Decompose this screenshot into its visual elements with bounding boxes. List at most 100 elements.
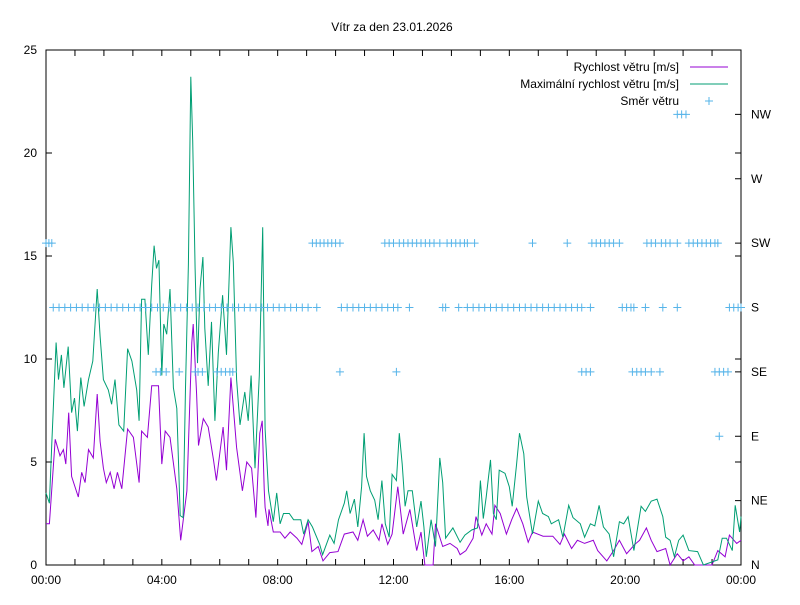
direction-point-s bbox=[641, 303, 650, 312]
speed-point bbox=[432, 564, 433, 565]
max-speed-point bbox=[568, 505, 569, 506]
max-speed-point bbox=[319, 544, 320, 545]
max-speed-point bbox=[619, 521, 620, 522]
speed-point bbox=[279, 531, 280, 532]
y2-tick-label: NE bbox=[751, 494, 768, 508]
max-speed-point bbox=[402, 463, 403, 464]
speed-point bbox=[198, 445, 199, 446]
speed-point bbox=[571, 548, 572, 549]
max-speed-point bbox=[370, 490, 371, 491]
max-speed-point bbox=[396, 480, 397, 481]
max-speed-point bbox=[426, 556, 427, 557]
speed-point bbox=[651, 540, 652, 541]
speed-point bbox=[688, 556, 689, 557]
speed-point bbox=[677, 553, 678, 554]
max-speed-point bbox=[208, 385, 209, 386]
max-speed-point bbox=[163, 323, 164, 324]
direction-point-se bbox=[335, 367, 344, 376]
speed-point bbox=[516, 508, 517, 509]
direction-point-sw bbox=[673, 239, 682, 248]
speed-point bbox=[669, 564, 670, 565]
x-tick-label: 08:00 bbox=[263, 573, 293, 587]
max-speed-point bbox=[490, 459, 491, 460]
max-speed-point bbox=[169, 288, 170, 289]
max-speed-point bbox=[141, 299, 142, 300]
direction-point-sw bbox=[463, 239, 472, 248]
max-speed-point bbox=[51, 443, 52, 444]
max-speed-point bbox=[431, 519, 432, 520]
max-speed-point bbox=[111, 404, 112, 405]
max-speed-point bbox=[226, 354, 227, 355]
speed-point bbox=[151, 385, 152, 386]
max-speed-point bbox=[273, 521, 274, 522]
x-tick-label: 00:00 bbox=[726, 573, 756, 587]
max-speed-point bbox=[236, 379, 237, 380]
y2-tick-label: SE bbox=[751, 365, 767, 379]
max-speed-point bbox=[739, 531, 740, 532]
max-speed-point bbox=[486, 496, 487, 497]
max-speed-point bbox=[344, 503, 345, 504]
direction-point-se bbox=[655, 367, 664, 376]
max-speed-point bbox=[389, 537, 390, 538]
max-speed-point bbox=[551, 523, 552, 524]
max-speed-point bbox=[732, 550, 733, 551]
speed-point bbox=[724, 556, 725, 557]
max-speed-point bbox=[599, 505, 600, 506]
speed-point bbox=[191, 342, 192, 343]
max-speed-point bbox=[542, 513, 543, 514]
max-speed-point bbox=[283, 513, 284, 514]
direction-point-se bbox=[228, 367, 237, 376]
legend-label-direction: Směr větru bbox=[620, 94, 679, 108]
max-speed-point bbox=[239, 424, 240, 425]
y2-tick-label: W bbox=[751, 172, 763, 186]
max-speed-point bbox=[460, 542, 461, 543]
speed-point bbox=[259, 433, 260, 434]
speed-point bbox=[606, 560, 607, 561]
speed-point bbox=[528, 542, 529, 543]
speed-point bbox=[121, 488, 122, 489]
speed-point bbox=[409, 509, 410, 510]
speed-point bbox=[180, 540, 181, 541]
speed-point bbox=[639, 540, 640, 541]
speed-point bbox=[71, 476, 72, 477]
max-speed-point bbox=[127, 348, 128, 349]
speed-point bbox=[329, 552, 330, 553]
max-speed-point bbox=[509, 486, 510, 487]
y2-tick-label: NW bbox=[751, 107, 772, 121]
max-speed-point bbox=[623, 523, 624, 524]
max-speed-point bbox=[74, 398, 75, 399]
speed-point bbox=[99, 441, 100, 442]
max-speed-point bbox=[471, 529, 472, 530]
max-speed-point bbox=[192, 140, 193, 141]
direction-point-sw bbox=[666, 239, 675, 248]
speed-point bbox=[665, 548, 666, 549]
max-speed-point bbox=[279, 523, 280, 524]
max-speed-point bbox=[154, 245, 155, 246]
max-speed-point bbox=[420, 501, 421, 502]
max-speed-point bbox=[148, 354, 149, 355]
speed-point bbox=[106, 482, 107, 483]
speed-point bbox=[740, 540, 741, 541]
max-speed-point bbox=[404, 506, 405, 507]
chart-title: Vítr za den 23.01.2026 bbox=[331, 20, 453, 34]
max-speed-point bbox=[377, 519, 378, 520]
y2-tick-label: N bbox=[751, 558, 760, 572]
y-tick-label: 10 bbox=[24, 352, 38, 366]
direction-point-se bbox=[162, 367, 171, 376]
direction-point-sw bbox=[528, 239, 537, 248]
x-tick-label: 00:00 bbox=[31, 573, 61, 587]
speed-point bbox=[93, 457, 94, 458]
speed-point bbox=[626, 553, 627, 554]
max-speed-point bbox=[45, 492, 46, 493]
max-speed-point bbox=[322, 554, 323, 555]
max-speed-point bbox=[558, 519, 559, 520]
direction-point-sw bbox=[470, 239, 479, 248]
max-speed-point bbox=[682, 535, 683, 536]
max-speed-point bbox=[289, 513, 290, 514]
max-speed-point bbox=[254, 468, 255, 469]
max-speed-point bbox=[84, 406, 85, 407]
speed-point bbox=[273, 531, 274, 532]
max-speed-point bbox=[268, 490, 269, 491]
max-speed-point bbox=[312, 526, 313, 527]
max-speed-point bbox=[173, 387, 174, 388]
